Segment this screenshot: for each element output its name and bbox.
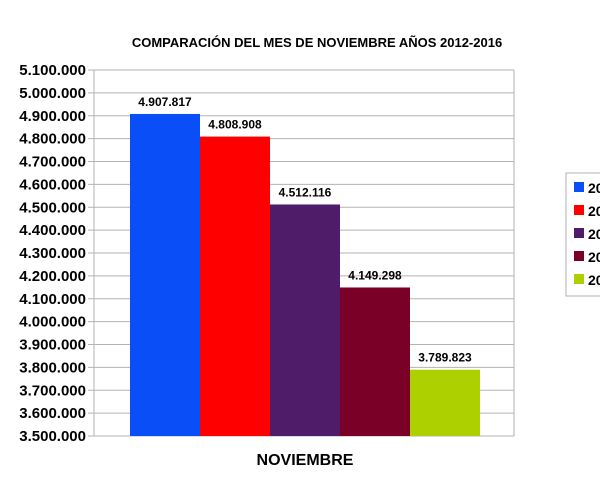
legend-swatch-3 (574, 228, 584, 238)
y-tick-label: 4.700.000 (19, 154, 86, 171)
bar-series-4 (340, 287, 410, 436)
y-tick-label: 4.900.000 (19, 108, 86, 125)
data-label-series-4: 4.149.298 (348, 268, 402, 282)
legend-label-4: 20 (588, 249, 600, 265)
data-label-series-3: 4.512.116 (279, 185, 332, 199)
y-tick-label: 3.700.000 (19, 382, 86, 399)
legend-box (565, 172, 600, 297)
y-tick-label: 3.500.000 (19, 428, 86, 445)
bar-series-5 (410, 369, 480, 436)
x-category-label: NOVIEMBRE (257, 452, 354, 469)
legend-swatch-1 (574, 182, 584, 192)
y-tick-label: 4.400.000 (19, 222, 86, 239)
legend-swatch-5 (574, 274, 584, 284)
y-tick-label: 4.300.000 (19, 245, 86, 262)
y-tick-label: 4.500.000 (19, 199, 86, 216)
data-labels: 4.907.817 4.808.908 4.512.116 4.149.298 3.78… (138, 95, 472, 365)
chart-title: COMPARACIÓN DEL MES DE NOVIEMBRE AÑOS 20… (132, 35, 502, 50)
y-tick-label: 4.100.000 (19, 291, 86, 308)
legend-label-3: 20 (588, 226, 600, 242)
legend-swatch-2 (574, 205, 584, 215)
data-label-series-1: 4.907.817 (138, 95, 192, 109)
bars (130, 113, 480, 437)
y-tick-label: 3.600.000 (19, 405, 86, 422)
legend-label-2: 20 (588, 203, 600, 219)
y-tick-label: 5.100.000 (19, 62, 86, 79)
y-tick-label: 4.200.000 (19, 268, 86, 285)
y-tick-label: 4.000.000 (19, 314, 86, 331)
bar-series-2 (200, 136, 270, 437)
y-tick-label: 4.600.000 (19, 176, 86, 193)
y-axis: 3.500.000 3.600.000 3.700.000 3.800.000 3.90… (19, 62, 515, 445)
y-tick-label: 4.800.000 (19, 131, 86, 148)
legend-label-5: 20 (588, 272, 600, 288)
data-label-series-5: 3.789.823 (418, 351, 472, 365)
y-tick-label: 5.000.000 (19, 85, 86, 102)
data-label-series-2: 4.808.908 (208, 118, 262, 132)
bar-series-3 (270, 204, 340, 436)
legend: 20 20 20 20 20 (565, 172, 600, 297)
legend-swatch-4 (574, 251, 584, 261)
legend-label-1: 20 (588, 180, 600, 196)
y-tick-label: 3.900.000 (19, 337, 86, 354)
y-tick-label: 3.800.000 (19, 359, 86, 376)
bar-series-1 (130, 113, 200, 437)
